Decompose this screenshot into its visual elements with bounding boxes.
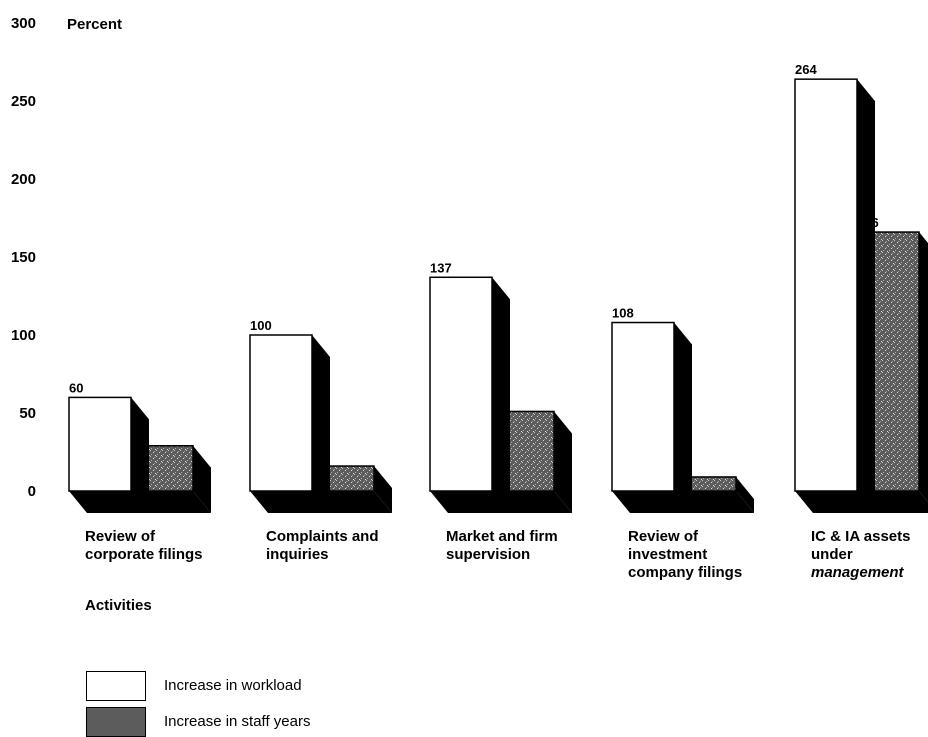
y-tick-label: 50 bbox=[19, 405, 36, 422]
category-label-line: under bbox=[811, 546, 911, 564]
legend-label-workload: Increase in workload bbox=[164, 677, 302, 694]
category-label-line: Complaints and bbox=[266, 528, 379, 546]
category-label: Market and firm supervision bbox=[446, 528, 558, 564]
category-label-line: Review of bbox=[85, 528, 203, 546]
category-label-line: Review of bbox=[628, 528, 742, 546]
bar-group: 166264 bbox=[795, 62, 928, 513]
category-label: IC & IA assets under management bbox=[811, 528, 911, 582]
bar-workload bbox=[430, 277, 492, 491]
category-label-line: inquiries bbox=[266, 546, 379, 564]
y-tick-label: 200 bbox=[11, 171, 36, 188]
bar-group: 2960 bbox=[69, 380, 211, 513]
legend-swatch-staff-years bbox=[86, 707, 146, 737]
category-label-line: Market and firm bbox=[446, 528, 558, 546]
bar-workload bbox=[69, 397, 131, 491]
bars: 2960 16100 51137 9108 166264 bbox=[69, 62, 928, 513]
category-label-line: company filings bbox=[628, 564, 742, 582]
bar-group: 16100 bbox=[250, 318, 392, 513]
bar-side-workload bbox=[312, 335, 330, 513]
y-tick-label: 250 bbox=[11, 93, 36, 110]
category-label-line: management bbox=[811, 564, 911, 582]
value-label-workload: 137 bbox=[430, 260, 452, 275]
category-label-line: investment bbox=[628, 546, 742, 564]
bar-group: 9108 bbox=[612, 306, 754, 513]
value-label-workload: 100 bbox=[250, 318, 272, 333]
category-label: Review of corporate filings bbox=[85, 528, 203, 564]
bar-side-workload bbox=[674, 323, 692, 513]
y-axis-ticks: 0 50 100 150 200 250 300 bbox=[11, 15, 36, 500]
legend-label-staff-years: Increase in staff years bbox=[164, 713, 310, 730]
y-tick-label: 150 bbox=[11, 249, 36, 266]
bar-workload bbox=[612, 323, 674, 491]
category-label-line: IC & IA assets bbox=[811, 528, 911, 546]
value-label-workload: 60 bbox=[69, 380, 83, 395]
legend-swatch-workload bbox=[86, 671, 146, 701]
value-label-workload: 264 bbox=[795, 62, 817, 77]
category-label: Review of investment company filings bbox=[628, 528, 742, 582]
y-tick-label: 300 bbox=[11, 15, 36, 32]
category-label-line: supervision bbox=[446, 546, 558, 564]
y-axis-label: Percent bbox=[67, 16, 122, 33]
y-tick-label: 0 bbox=[28, 483, 36, 500]
category-label: Complaints and inquiries bbox=[266, 528, 379, 564]
bar-group: 51137 bbox=[430, 260, 572, 513]
y-tick-label: 100 bbox=[11, 327, 36, 344]
category-label-line: corporate filings bbox=[85, 546, 203, 564]
bar-side-staff-years bbox=[919, 232, 928, 513]
bar-side-workload bbox=[857, 79, 875, 513]
bar-workload bbox=[795, 79, 857, 491]
value-label-workload: 108 bbox=[612, 306, 634, 321]
x-axis-label: Activities bbox=[85, 597, 152, 614]
bar-side-workload bbox=[492, 277, 510, 513]
bar-workload bbox=[250, 335, 312, 491]
